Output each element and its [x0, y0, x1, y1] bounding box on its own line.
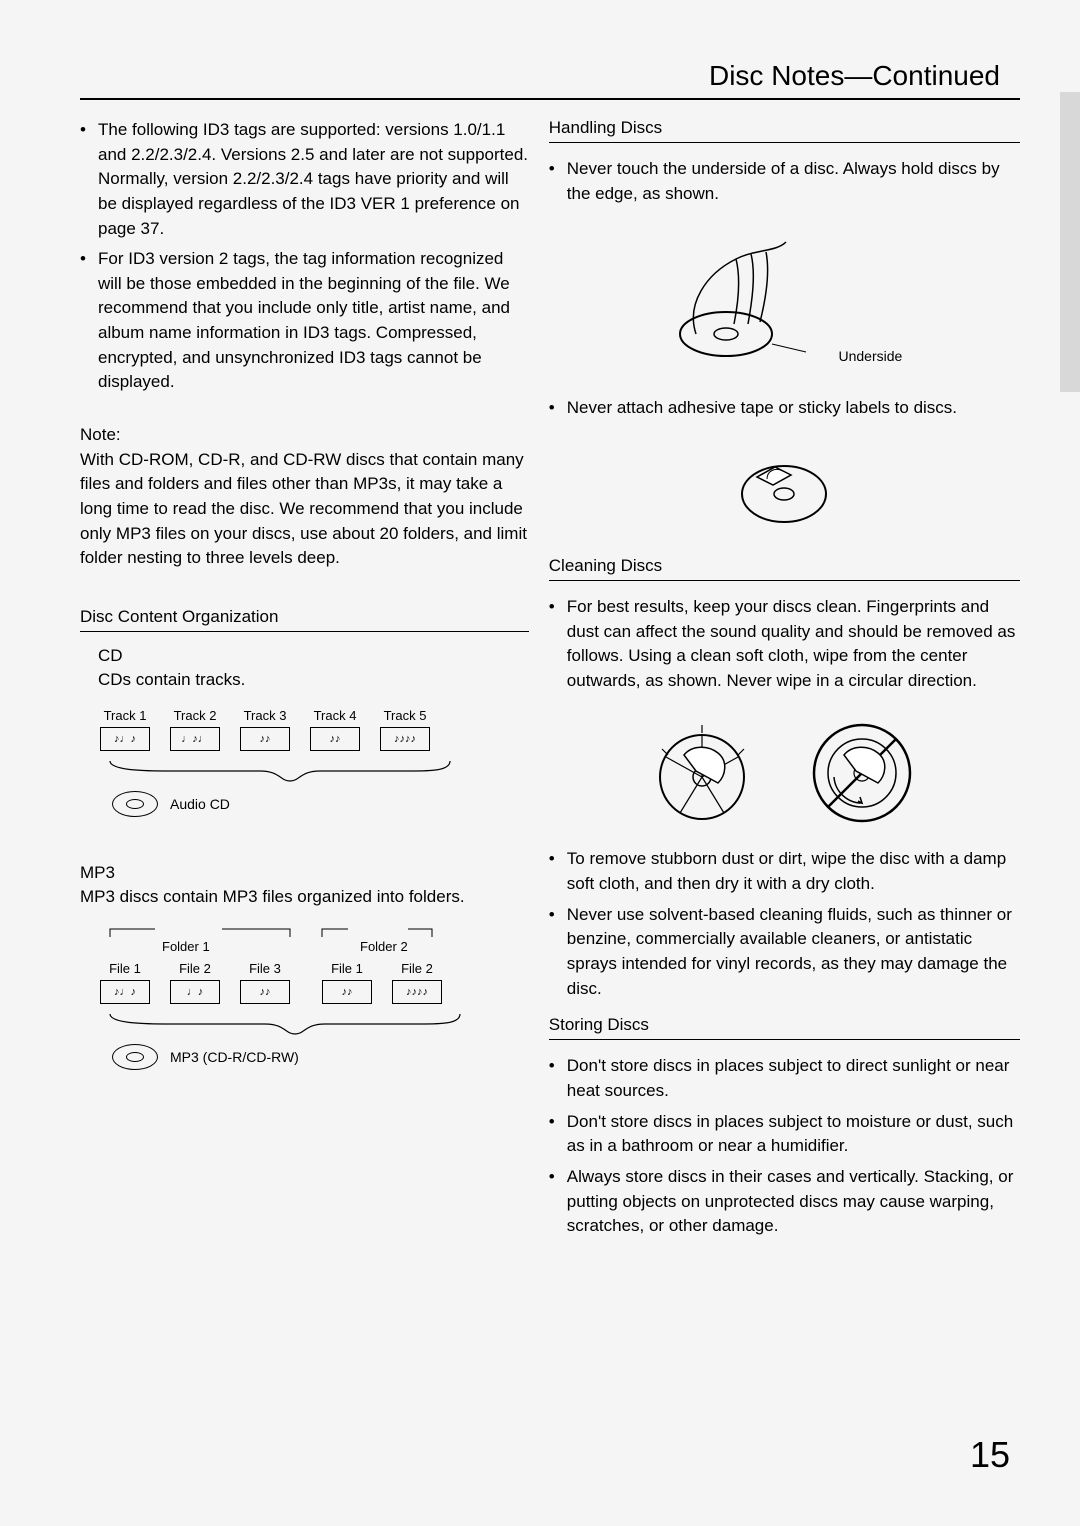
list-item: The following ID3 tags are supported: ve… — [80, 118, 529, 241]
two-column-layout: The following ID3 tags are supported: ve… — [80, 118, 1020, 1245]
file-label: File 3 — [249, 961, 281, 976]
track-label: Track 3 — [244, 708, 287, 723]
track-box: ♪♪ — [310, 727, 360, 751]
mp3-text: MP3 discs contain MP3 ﬁles organized int… — [80, 887, 529, 907]
track-box: ♩♪♩ — [170, 727, 220, 751]
file-box: ♪♪ — [322, 980, 372, 1004]
list-item: Don't store discs in places subject to d… — [549, 1054, 1020, 1103]
brace-icon — [100, 757, 460, 783]
track-label: Track 2 — [174, 708, 217, 723]
list-item: To remove stubborn dust or dirt, wipe th… — [549, 847, 1020, 896]
wipe-radial-icon — [644, 715, 764, 825]
track-box: ♪♩♪ — [100, 727, 150, 751]
folder-label: Folder 2 — [360, 939, 408, 954]
page-title: Disc Notes—Continued — [80, 60, 1020, 100]
brace-icon — [100, 1010, 470, 1036]
track-label: Track 4 — [314, 708, 357, 723]
list-item: For ID3 version 2 tags, the tag informat… — [80, 247, 529, 395]
list-item: Never use solvent-based cleaning ﬂuids, … — [549, 903, 1020, 1002]
cd-header: CD — [98, 646, 529, 666]
track-label: Track 1 — [104, 708, 147, 723]
hold-disc-illustration: Underside — [549, 224, 1020, 374]
left-column: The following ID3 tags are supported: ve… — [80, 118, 529, 1245]
file-box: ♪♪ — [240, 980, 290, 1004]
file-label: File 2 — [401, 961, 433, 976]
right-column: Handling Discs Never touch the underside… — [549, 118, 1020, 1245]
file-label: File 2 — [179, 961, 211, 976]
file-box: ♪♪♪♪ — [392, 980, 442, 1004]
hand-disc-icon — [666, 224, 826, 374]
cleaning-discs-header: Cleaning Discs — [549, 556, 1020, 581]
folder-label: Folder 1 — [162, 939, 210, 954]
file-label: File 1 — [109, 961, 141, 976]
disc-icon — [112, 791, 158, 817]
file-box: ♩♪ — [170, 980, 220, 1004]
id3-notes-list: The following ID3 tags are supported: ve… — [80, 118, 529, 395]
cd-text: CDs contain tracks. — [98, 670, 529, 690]
cd-tracks-diagram: Track 1 ♪♩♪ Track 2 ♩♪♩ Track 3 ♪♪ Track 4 ♪… — [100, 708, 529, 817]
no-label-disc-icon — [729, 439, 839, 529]
file-box: ♪♩♪ — [100, 980, 150, 1004]
wipe-circular-forbidden-icon — [804, 715, 924, 825]
audio-cd-label: Audio CD — [170, 796, 230, 812]
note-block: Note: With CD-ROM, CD-R, and CD-RW discs… — [80, 423, 529, 571]
handling-discs-header: Handling Discs — [549, 118, 1020, 143]
note-label: Note: — [80, 423, 529, 448]
list-item: Always store discs in their cases and ve… — [549, 1165, 1020, 1239]
mp3-disc-label: MP3 (CD-R/CD-RW) — [170, 1049, 299, 1065]
track-label: Track 5 — [384, 708, 427, 723]
side-tab — [1060, 92, 1080, 392]
no-labels-illustration — [549, 439, 1020, 534]
track-box: ♪♪ — [240, 727, 290, 751]
disc-icon — [112, 1044, 158, 1070]
note-body: With CD-ROM, CD-R, and CD-RW discs that … — [80, 448, 529, 571]
disc-content-org-header: Disc Content Organization — [80, 607, 529, 632]
track-box: ♪♪♪♪ — [380, 727, 430, 751]
list-item: Never touch the underside of a disc. Alw… — [549, 157, 1020, 206]
underside-label: Underside — [838, 348, 902, 364]
storing-discs-header: Storing Discs — [549, 1015, 1020, 1040]
cleaning-illustrations — [549, 715, 1020, 825]
folder-bracket-icon — [100, 925, 460, 939]
file-label: File 1 — [331, 961, 363, 976]
list-item: For best results, keep your discs clean.… — [549, 595, 1020, 694]
list-item: Never attach adhesive tape or sticky lab… — [549, 396, 1020, 421]
mp3-header: MP3 — [80, 863, 529, 883]
list-item: Don't store discs in places subject to m… — [549, 1110, 1020, 1159]
page-number: 15 — [970, 1434, 1010, 1476]
mp3-files-diagram: Folder 1 Folder 2 File 1 ♪♩♪ File 2 ♩♪ Fil… — [100, 925, 529, 1070]
